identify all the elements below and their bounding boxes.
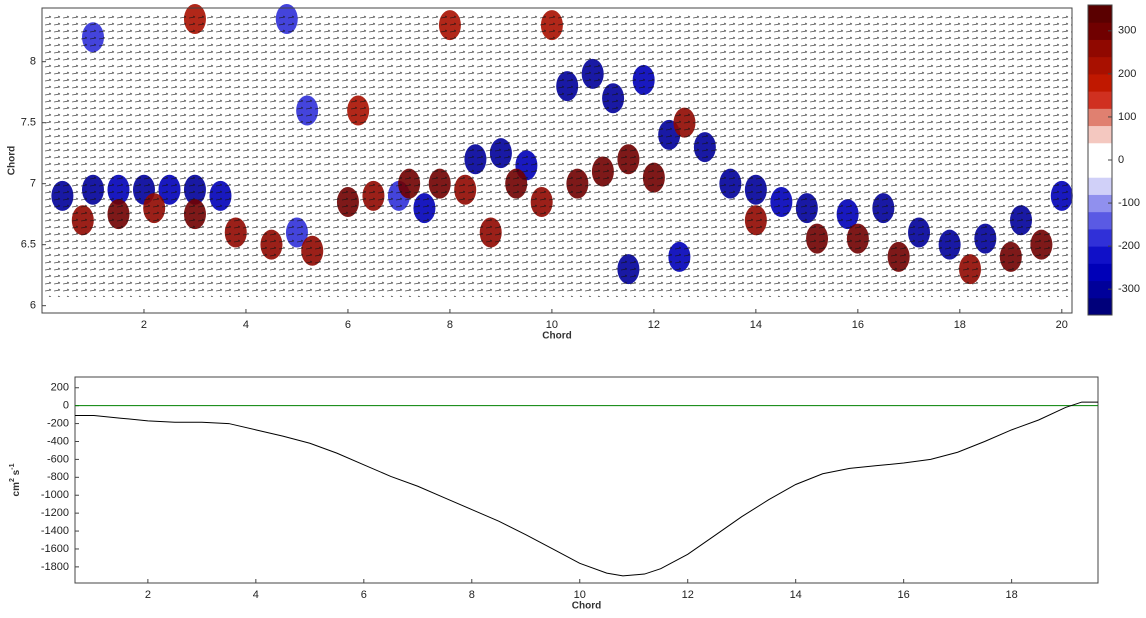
x-axis-label: Chord [572,601,601,612]
x-tick-label: 6 [361,589,367,601]
y-tick-label: -1400 [41,525,69,537]
colorbar-tick-label: 200 [1118,68,1136,80]
colorbar-band [1088,73,1112,92]
colorbar-band [1088,91,1112,109]
colorbar-band [1088,297,1112,316]
x-tick-label: 10 [574,589,586,601]
x-tick-label: 10 [546,319,558,331]
colorbar-band [1088,125,1112,144]
x-tick-label: 14 [790,589,802,601]
y-axis-label-part: s [11,469,22,478]
x-tick-label: 4 [253,589,259,601]
y-tick-label: -1800 [41,561,69,573]
colorbar-band [1088,142,1112,161]
colorbar-band [1088,108,1112,127]
y-axis-label: Chord [7,146,18,175]
data-line [75,401,1098,577]
x-tick-label: 16 [898,589,910,601]
x-tick-label: 18 [954,319,966,331]
y-axis-label-part: 2 [9,478,16,482]
x-tick-label: 4 [243,319,249,331]
y-tick-label: 7 [30,178,36,190]
y-axis-label-part: -1 [9,463,16,469]
colorbar-band [1088,280,1112,299]
colorbar-band [1088,160,1112,178]
colorbar-band [1088,5,1112,23]
x-tick-label: 2 [141,319,147,331]
colorbar-tick-label: 0 [1118,154,1124,166]
y-tick-label: -1600 [41,543,69,555]
x-tick-label: 8 [447,319,453,331]
colorbar-band [1088,56,1112,75]
x-tick-label: 18 [1006,589,1018,601]
x-tick-label: 14 [750,319,762,331]
y-axis-label-part: cm [11,482,22,497]
colorbar-band [1088,263,1112,282]
y-tick-label: 6.5 [21,239,36,251]
colorbar-band [1088,39,1112,58]
x-tick-label: 20 [1056,319,1068,331]
x-tick-label: 16 [852,319,864,331]
x-tick-label: 12 [682,589,694,601]
x-tick-label: 6 [345,319,351,331]
colorbar-tick-label: -100 [1118,197,1140,209]
colorbar-tick-label: 100 [1118,111,1136,123]
y-tick-label: -1200 [41,507,69,519]
colorbar-tick-label: -200 [1118,240,1140,252]
x-axis-label: Chord [542,331,571,342]
y-tick-label: 7.5 [21,117,36,129]
y-tick-label: 200 [51,382,69,394]
y-tick-label: -600 [47,453,69,465]
colorbar-band [1088,22,1112,40]
colorbar-band [1088,177,1112,195]
y-tick-label: -1000 [41,489,69,501]
colorbar-tick-label: -300 [1118,283,1140,295]
y-axis-label: cm2 s-1 [9,463,21,496]
x-tick-label: 2 [145,589,151,601]
plot-frame [41,7,1073,314]
vector-field [42,12,1072,297]
colorbar-band [1088,211,1112,230]
y-tick-label: 0 [63,400,69,412]
y-tick-label: -400 [47,435,69,447]
colorbar-band [1088,228,1112,247]
colorbar-band [1088,246,1112,264]
x-tick-label: 8 [469,589,475,601]
colorbar-band [1088,194,1112,213]
y-tick-label: 8 [30,56,36,68]
y-tick-label: 6 [30,300,36,312]
plot-frame [74,376,1099,584]
y-tick-label: -200 [47,417,69,429]
colorbar-tick-label: 300 [1118,25,1136,37]
y-tick-label: -800 [47,471,69,483]
x-tick-label: 12 [648,319,660,331]
